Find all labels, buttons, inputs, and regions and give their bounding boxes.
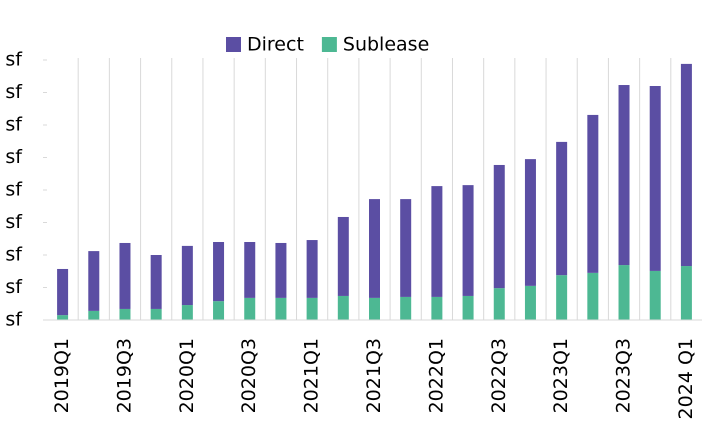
x-tick-label: 2020Q1: [176, 338, 198, 413]
legend-label: Direct: [247, 34, 304, 56]
bar-segment: [587, 114, 599, 273]
bar-segment: [88, 251, 100, 311]
bar-segment: [337, 295, 349, 320]
y-tick-label: sf: [5, 81, 23, 103]
bar-segment: [400, 199, 412, 297]
y-tick-label: sf: [5, 114, 23, 136]
bar-segment: [275, 297, 287, 320]
bar-segment: [618, 85, 630, 266]
y-tick-label: sf: [5, 179, 23, 201]
y-tick-label: sf: [5, 276, 23, 298]
y-tick-label: sf: [5, 244, 23, 266]
bar-segment: [213, 301, 225, 320]
x-tick-label: 2022Q3: [488, 338, 510, 413]
legend-swatch: [321, 37, 337, 52]
bar-segment: [244, 242, 256, 298]
bar-segment: [337, 216, 349, 296]
x-tick-label: 2020Q3: [238, 338, 260, 413]
bar-segment: [150, 255, 162, 309]
bar-segment: [587, 272, 599, 320]
bar-segment: [57, 315, 69, 320]
x-tick-label: 2022Q1: [425, 338, 447, 413]
y-tick-label: sf: [5, 211, 23, 233]
bar-segment: [275, 242, 287, 298]
bar-segment: [369, 297, 380, 320]
bar-segment: [649, 270, 661, 320]
bar-segment: [431, 296, 443, 320]
bar-segment: [150, 308, 162, 320]
bar-segment: [431, 186, 443, 297]
bar-segment: [57, 268, 69, 316]
bar-segment: [244, 297, 256, 320]
bar-segment: [556, 275, 568, 320]
bar-segment: [556, 141, 568, 276]
bar-segment: [181, 245, 193, 306]
x-tick-label: 2024 Q1: [675, 338, 697, 419]
y-tick-label: sf: [5, 146, 23, 168]
x-tick-label: 2023Q1: [550, 338, 572, 413]
bar-segment: [88, 310, 100, 320]
bar-segment: [400, 296, 412, 320]
bar-segment: [119, 308, 131, 320]
bar-segment: [181, 305, 193, 320]
y-tick-label: sf: [5, 49, 23, 71]
legend-label: Sublease: [343, 34, 429, 56]
bar-segment: [493, 288, 505, 320]
bar-segment: [618, 265, 630, 320]
x-tick-label: 2021Q1: [301, 338, 323, 413]
bar-segment: [213, 242, 225, 302]
bar-segment: [680, 63, 692, 267]
bar-segment: [524, 159, 536, 286]
bar-segment: [493, 164, 505, 289]
y-tick-label: sf: [5, 309, 23, 331]
x-tick-label: 2023Q3: [613, 338, 635, 413]
bar-segment: [306, 297, 318, 320]
bar-segment: [649, 86, 661, 271]
bar-segment: [369, 199, 380, 298]
legend-swatch: [226, 37, 241, 52]
bar-segment: [462, 185, 474, 296]
x-tick-label: 2019Q1: [51, 338, 73, 413]
bar-segment: [680, 266, 692, 320]
x-tick-label: 2021Q3: [363, 338, 385, 413]
x-tick-label: 2019Q3: [113, 338, 135, 413]
bar-segment: [524, 285, 536, 320]
bar-segment: [119, 242, 131, 309]
bar-segment: [462, 295, 474, 320]
bar-segment: [306, 240, 318, 298]
